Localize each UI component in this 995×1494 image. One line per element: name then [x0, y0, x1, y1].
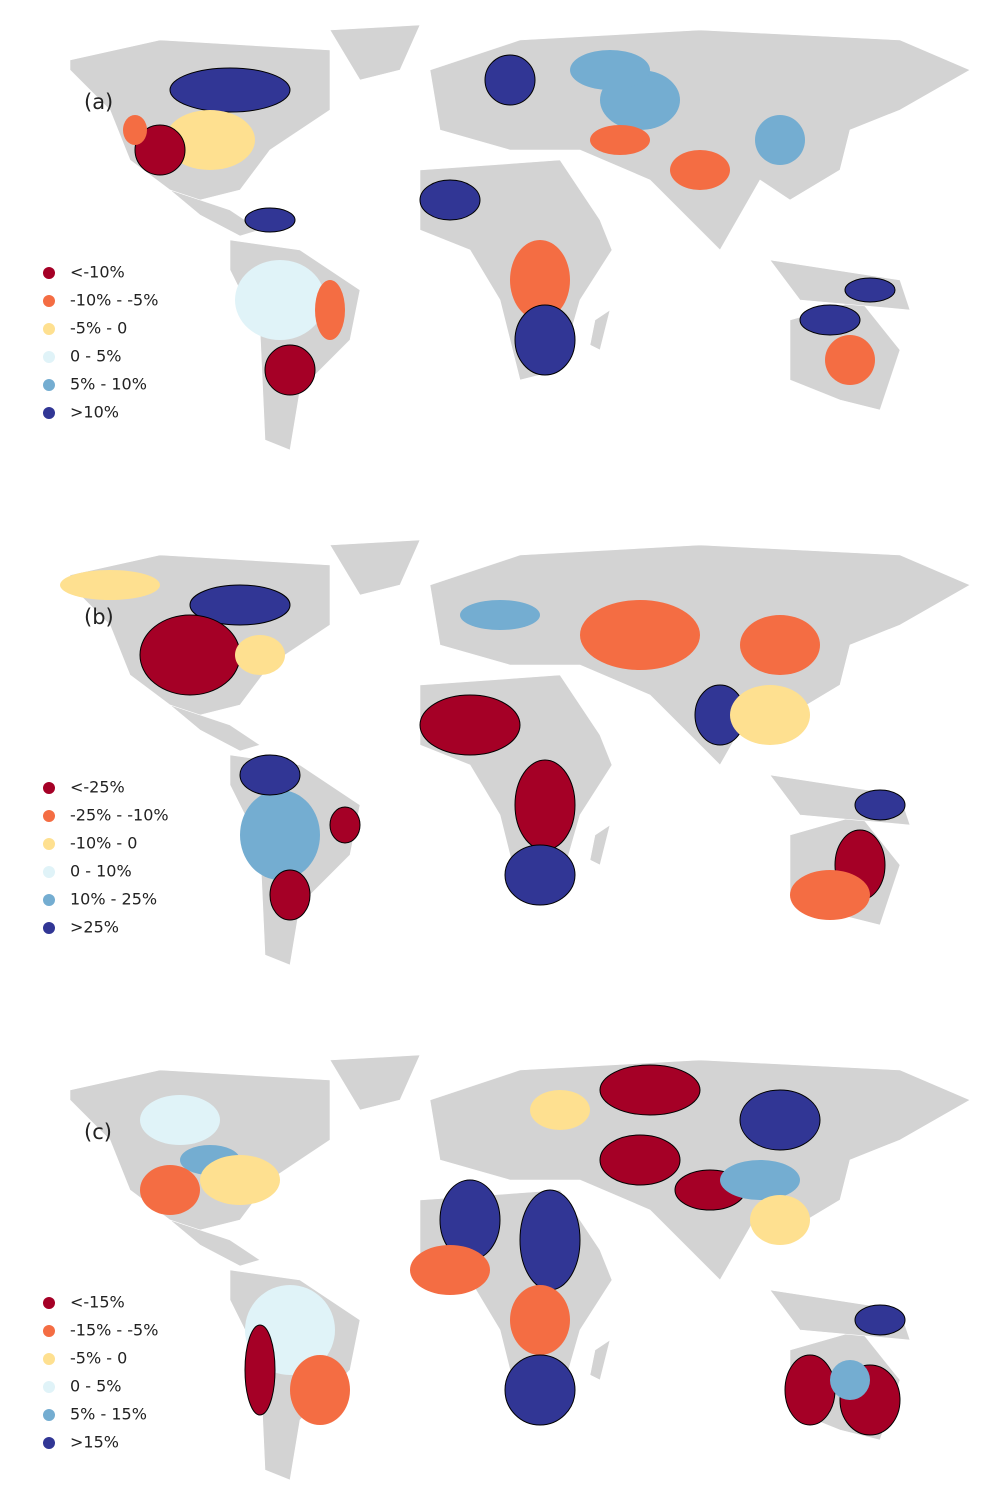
legend-marker	[43, 1381, 55, 1393]
basin-region	[844, 277, 896, 303]
basin-region	[165, 110, 255, 170]
basin-region	[123, 115, 147, 145]
basin-region	[750, 1195, 810, 1245]
legend-label: -5% - 0	[70, 1349, 127, 1368]
basin-region	[240, 790, 320, 880]
legend-marker	[43, 379, 55, 391]
basin-region	[200, 1155, 280, 1205]
legend-marker	[43, 1297, 55, 1309]
legend-marker	[43, 838, 55, 850]
basin-region	[739, 1089, 821, 1151]
basin-region	[134, 124, 186, 176]
basin-region	[484, 54, 536, 106]
basin-region	[140, 1095, 220, 1145]
basin-region	[244, 1324, 276, 1416]
basin-region	[264, 344, 316, 396]
legend-marker	[43, 1437, 55, 1449]
legend-label: >15%	[70, 1433, 119, 1452]
basin-region	[169, 67, 291, 113]
legend-marker	[43, 894, 55, 906]
map-panel: (c) <-15% -15% - -5% -5% - 0 0 - 5% 5% - 15% >…	[43, 1054, 971, 1481]
basin-region	[799, 304, 861, 336]
basin-region	[784, 1354, 836, 1426]
legend-label: -10% - -5%	[70, 291, 158, 310]
basin-region	[239, 754, 301, 796]
legend-label: 0 - 5%	[70, 1377, 122, 1396]
basin-region	[854, 789, 906, 821]
basin-region	[599, 1134, 681, 1186]
legend-label: -5% - 0	[70, 319, 127, 338]
legend-label: 0 - 5%	[70, 347, 122, 366]
legend-label: 5% - 10%	[70, 375, 147, 394]
legend-label: <-25%	[70, 778, 125, 797]
basin-region	[504, 844, 576, 906]
legend-label: 10% - 25%	[70, 890, 157, 909]
basin-region	[730, 685, 810, 745]
basin-region	[269, 869, 311, 921]
basin-region	[235, 635, 285, 675]
basin-region	[670, 150, 730, 190]
basin-region	[720, 1160, 800, 1200]
legend-marker	[43, 1353, 55, 1365]
basin-region	[140, 1165, 200, 1215]
panel-label: (c)	[84, 1120, 112, 1144]
basin-region	[580, 600, 700, 670]
basin-region	[514, 759, 576, 851]
legend-label: <-10%	[70, 263, 125, 282]
legend-marker	[43, 782, 55, 794]
legend-marker	[43, 267, 55, 279]
basin-region	[740, 615, 820, 675]
basin-region	[419, 179, 481, 221]
legend-marker	[43, 351, 55, 363]
legend-label: -25% - -10%	[70, 806, 169, 825]
legend-label: 0 - 10%	[70, 862, 132, 881]
legend-label: -10% - 0	[70, 834, 137, 853]
basin-region	[514, 304, 576, 376]
legend-label: <-15%	[70, 1293, 125, 1312]
legend-marker	[43, 1409, 55, 1421]
basin-region	[530, 1090, 590, 1130]
basin-region	[590, 125, 650, 155]
panel-label: (a)	[84, 90, 113, 114]
legend-label: >25%	[70, 918, 119, 937]
map-panel: (b) <-25% -25% - -10% -10% - 0 0 - 10% 10% - …	[43, 539, 971, 966]
legend-label: >10%	[70, 403, 119, 422]
basin-region	[60, 570, 160, 600]
basin-region	[504, 1354, 576, 1426]
basin-region	[854, 1304, 906, 1336]
basin-region	[599, 1064, 701, 1116]
legend-marker	[43, 295, 55, 307]
basin-region	[825, 335, 875, 385]
basin-region	[510, 240, 570, 320]
basin-region	[790, 870, 870, 920]
basin-region	[830, 1360, 870, 1400]
legend-label: 5% - 15%	[70, 1405, 147, 1424]
legend-marker	[43, 407, 55, 419]
basin-region	[410, 1245, 490, 1295]
legend-marker	[43, 922, 55, 934]
basin-region	[419, 694, 521, 756]
basin-region	[755, 115, 805, 165]
legend-marker	[43, 810, 55, 822]
map-panel: (a) <-10% -10% - -5% -5% - 0 0 - 5% 5% - 10% >…	[43, 24, 971, 451]
basin-region	[519, 1189, 581, 1291]
basin-region	[189, 584, 291, 626]
legend-label: -15% - -5%	[70, 1321, 158, 1340]
basin-region	[460, 600, 540, 630]
basin-region	[510, 1285, 570, 1355]
legend-marker	[43, 866, 55, 878]
basin-region	[139, 614, 241, 696]
legend-marker	[43, 1325, 55, 1337]
basin-region	[329, 806, 361, 844]
panel-label: (b)	[84, 605, 114, 629]
basin-region	[570, 50, 650, 90]
basin-region	[235, 260, 325, 340]
basin-region	[244, 207, 296, 233]
basin-region	[315, 280, 345, 340]
legend-marker	[43, 323, 55, 335]
basin-region	[290, 1355, 350, 1425]
